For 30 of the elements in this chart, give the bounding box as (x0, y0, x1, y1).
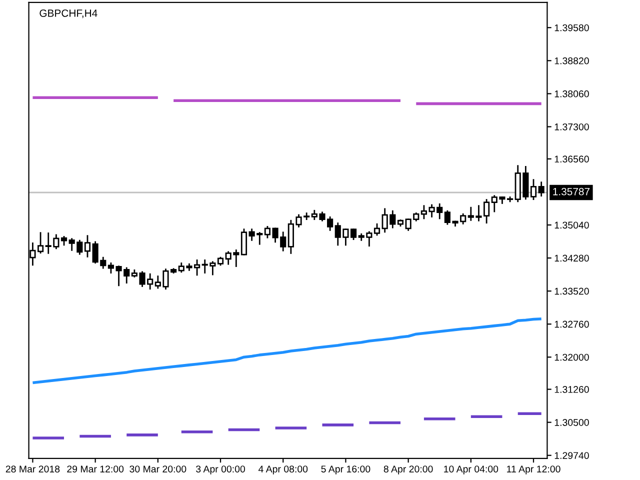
x-tick-label: 10 Apr 04:00 (444, 466, 498, 474)
y-tick-label: 1.32760 (554, 320, 589, 328)
text: GBPCHF,H4 (40, 10, 98, 18)
x-tick-label: 4 Apr 08:00 (258, 466, 308, 474)
candlestick (374, 223, 380, 236)
line-series (31, 317, 543, 384)
x-tick-label: 11 Apr 12:00 (507, 466, 560, 474)
x-tick-label: 28 Mar 2018 (6, 466, 60, 472)
x-tick-label: 8 Apr 20:00 (384, 466, 433, 474)
y-tick-label: 1.36560 (554, 156, 589, 163)
candlestick (240, 228, 248, 256)
y-tick-label: 1.33520 (554, 288, 589, 295)
x-tick-label: 30 Mar 20:00 (130, 466, 186, 472)
candlestick (530, 179, 537, 200)
y-tick-label: 1.35040 (554, 222, 589, 229)
y-tick-label: 1.38060 (554, 90, 589, 98)
ref-line-label: 1.35787 (553, 188, 590, 196)
y-tick-label: 1.31260 (554, 386, 589, 393)
y-tick-label: 1.34280 (554, 254, 589, 262)
x-tick-label: 3 Apr 00:00 (196, 466, 245, 474)
y-tick-label: 1.32000 (554, 354, 589, 361)
y-tick-label: 1.30500 (554, 419, 589, 426)
x-tick-label: 5 Apr 16:00 (321, 466, 370, 474)
y-tick-label: 1.38820 (554, 57, 589, 64)
y-tick-label: 1.39580 (554, 24, 589, 32)
y-tick-label: 1.29740 (554, 452, 589, 459)
y-tick-label: 1.37300 (554, 123, 589, 130)
x-tick-label: 29 Mar 12:00 (67, 466, 124, 472)
candlestick (84, 235, 91, 258)
candlestick (538, 182, 544, 197)
